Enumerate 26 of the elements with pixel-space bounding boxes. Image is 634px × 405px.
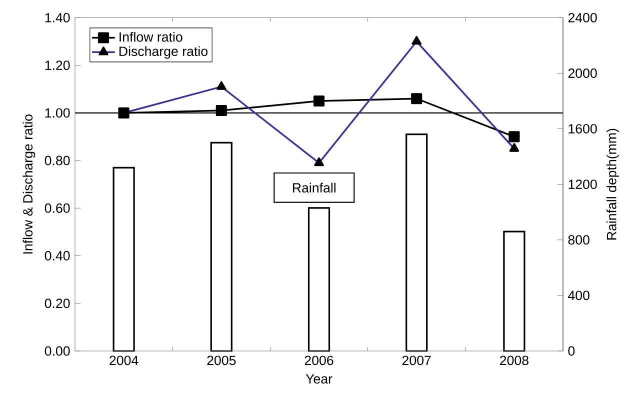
y2-tick-label: 800 (568, 235, 590, 245)
y-axis-title: Inflow & Discharge ratio (22, 114, 36, 254)
y2-tick-label: 1600 (568, 124, 597, 134)
x-tick-label: 2008 (500, 356, 528, 366)
x-tick-label: 2006 (304, 356, 334, 366)
x-tick-label: 2005 (207, 356, 236, 366)
y-tick-label: 0.20 (44, 298, 70, 308)
y2-tick-label: 2000 (568, 68, 597, 78)
y-tick-label: 0.00 (44, 346, 70, 356)
y2-tick-label: 0 (568, 346, 575, 356)
y-tick-label: 0.40 (44, 251, 70, 260)
x-tick-label: 2004 (110, 356, 138, 366)
y2-axis-title: Rainfall depth(mm) (606, 128, 619, 240)
y2-tick-label: 1200 (568, 180, 597, 190)
x-tick-label: 2007 (402, 356, 431, 366)
y-tick-label: 0.80 (44, 156, 70, 166)
legend-label: Discharge ratio (119, 46, 208, 59)
y2-tick-label: 400 (568, 290, 590, 300)
y-tick-label: 0.60 (44, 203, 70, 213)
x-axis-title: Year (306, 374, 332, 384)
legend-label: Inflow ratio (120, 32, 182, 42)
annotation: Rainfall (292, 182, 336, 193)
y2-tick-label: 2400 (568, 12, 597, 22)
y-tick-label: 1.20 (45, 60, 70, 70)
y-tick-label: 1.00 (45, 108, 70, 118)
y-tick-label: 1.40 (45, 12, 70, 22)
